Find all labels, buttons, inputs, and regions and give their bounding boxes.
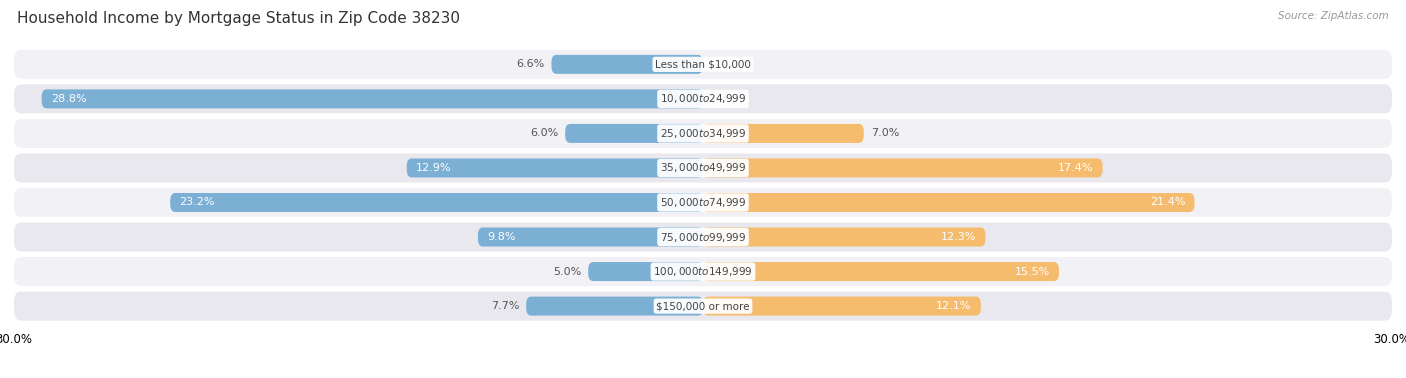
Text: 28.8%: 28.8%	[51, 94, 86, 104]
Text: 12.3%: 12.3%	[941, 232, 976, 242]
Text: 6.0%: 6.0%	[530, 129, 558, 138]
FancyBboxPatch shape	[703, 158, 1102, 177]
Text: 6.6%: 6.6%	[516, 59, 544, 69]
Text: 21.4%: 21.4%	[1150, 197, 1185, 208]
FancyBboxPatch shape	[703, 124, 863, 143]
FancyBboxPatch shape	[14, 119, 1392, 148]
FancyBboxPatch shape	[14, 223, 1392, 251]
Text: 7.0%: 7.0%	[870, 129, 898, 138]
Text: 7.7%: 7.7%	[491, 301, 519, 311]
FancyBboxPatch shape	[406, 158, 703, 177]
Text: $35,000 to $49,999: $35,000 to $49,999	[659, 161, 747, 175]
FancyBboxPatch shape	[703, 228, 986, 246]
Text: 12.9%: 12.9%	[416, 163, 451, 173]
Text: $10,000 to $24,999: $10,000 to $24,999	[659, 92, 747, 105]
Text: 12.1%: 12.1%	[936, 301, 972, 311]
FancyBboxPatch shape	[14, 188, 1392, 217]
Text: Source: ZipAtlas.com: Source: ZipAtlas.com	[1278, 11, 1389, 21]
FancyBboxPatch shape	[588, 262, 703, 281]
Text: $100,000 to $149,999: $100,000 to $149,999	[654, 265, 752, 278]
Text: $25,000 to $34,999: $25,000 to $34,999	[659, 127, 747, 140]
FancyBboxPatch shape	[14, 84, 1392, 113]
FancyBboxPatch shape	[478, 228, 703, 246]
Text: $50,000 to $74,999: $50,000 to $74,999	[659, 196, 747, 209]
FancyBboxPatch shape	[14, 291, 1392, 321]
Text: Less than $10,000: Less than $10,000	[655, 59, 751, 69]
FancyBboxPatch shape	[703, 193, 1195, 212]
Text: 23.2%: 23.2%	[180, 197, 215, 208]
Text: $75,000 to $99,999: $75,000 to $99,999	[659, 231, 747, 243]
Text: $150,000 or more: $150,000 or more	[657, 301, 749, 311]
Text: 17.4%: 17.4%	[1057, 163, 1094, 173]
FancyBboxPatch shape	[565, 124, 703, 143]
FancyBboxPatch shape	[526, 297, 703, 316]
Text: 15.5%: 15.5%	[1015, 266, 1050, 277]
FancyBboxPatch shape	[14, 257, 1392, 286]
Text: Household Income by Mortgage Status in Zip Code 38230: Household Income by Mortgage Status in Z…	[17, 11, 460, 26]
FancyBboxPatch shape	[42, 89, 703, 108]
FancyBboxPatch shape	[14, 50, 1392, 79]
FancyBboxPatch shape	[703, 297, 981, 316]
FancyBboxPatch shape	[703, 262, 1059, 281]
Text: 9.8%: 9.8%	[486, 232, 516, 242]
Text: 5.0%: 5.0%	[553, 266, 581, 277]
FancyBboxPatch shape	[551, 55, 703, 74]
FancyBboxPatch shape	[14, 153, 1392, 183]
FancyBboxPatch shape	[170, 193, 703, 212]
